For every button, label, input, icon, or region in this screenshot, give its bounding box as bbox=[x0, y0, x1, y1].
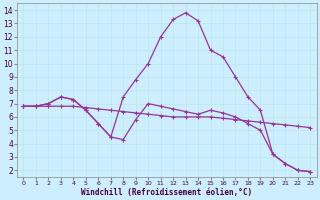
X-axis label: Windchill (Refroidissement éolien,°C): Windchill (Refroidissement éolien,°C) bbox=[81, 188, 252, 197]
